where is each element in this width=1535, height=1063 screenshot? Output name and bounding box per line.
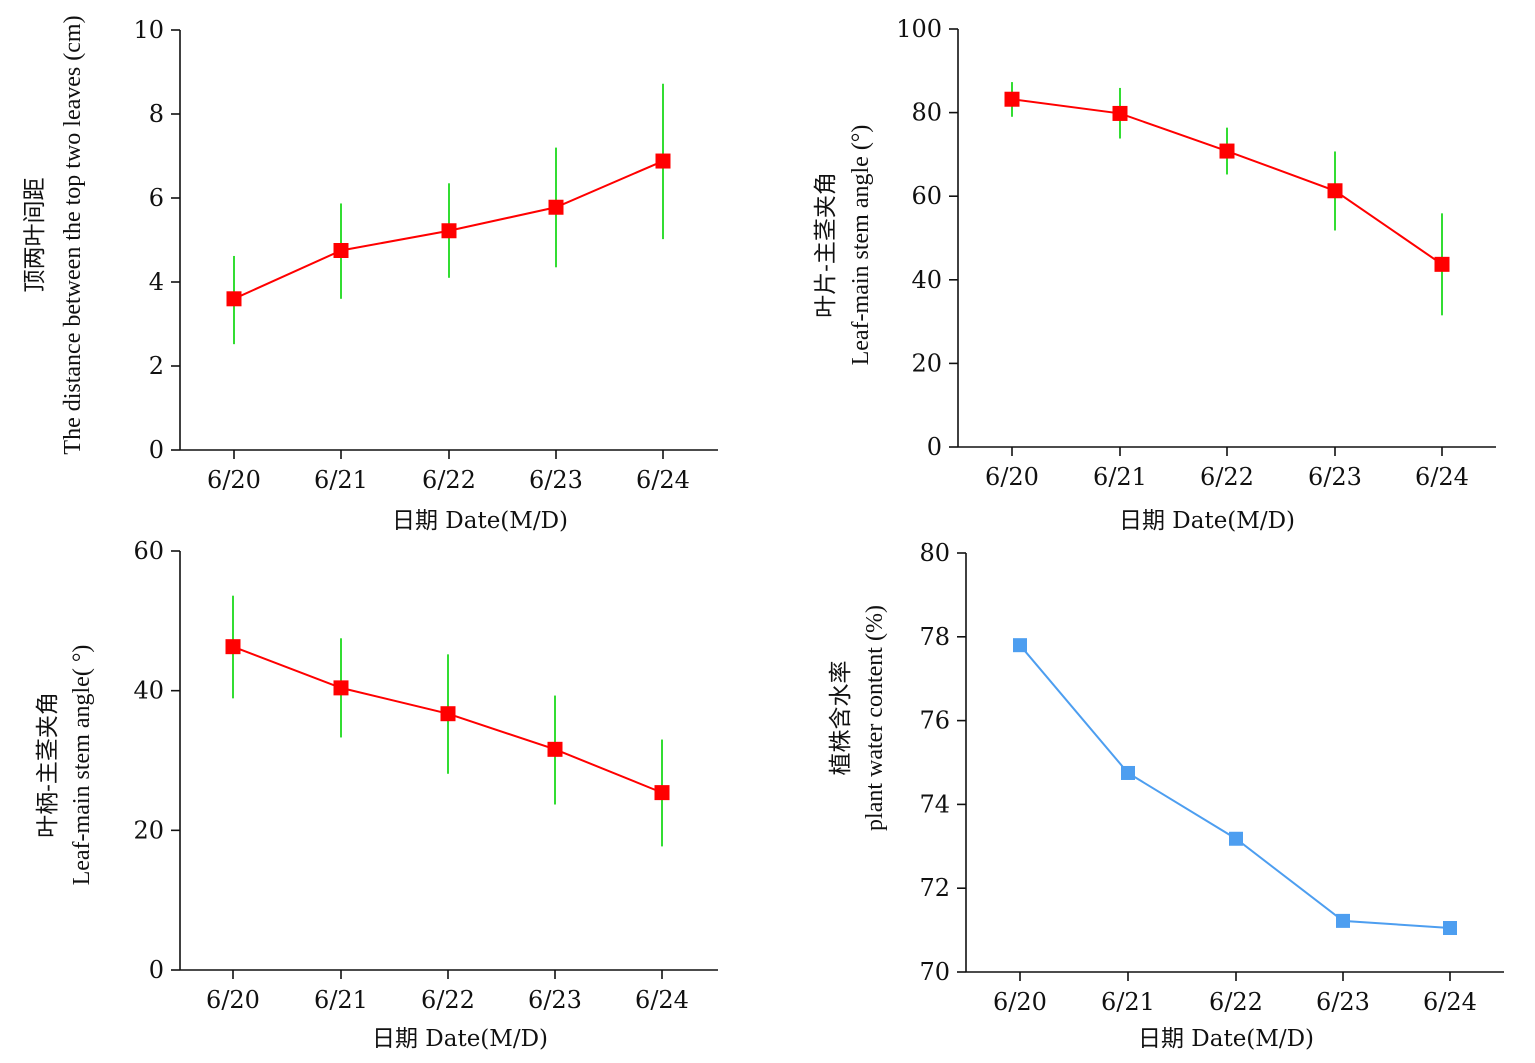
data-point xyxy=(654,785,670,801)
x-tick-label: 6/20 xyxy=(993,988,1047,1016)
chart-panel-2: 0 20 40 60 80 100 6/20 6/21 6/22 6/23 6/24 日期 Date(… xyxy=(813,15,1496,534)
data-point xyxy=(1336,913,1350,928)
y-tick-label: 20 xyxy=(911,349,942,377)
y-tick-label: 40 xyxy=(133,677,164,705)
y-tick-label: 20 xyxy=(133,816,164,844)
data-point xyxy=(655,153,671,169)
x-tick-label: 6/22 xyxy=(422,466,476,494)
x-tick-label: 6/24 xyxy=(1423,988,1477,1016)
data-point xyxy=(1013,638,1027,653)
y-tick-label: 0 xyxy=(149,436,164,464)
y-tick-label: 76 xyxy=(919,707,950,735)
y-tick-label: 80 xyxy=(911,99,942,127)
x-tick-label: 6/20 xyxy=(985,463,1039,491)
x-tick-label: 6/23 xyxy=(1316,988,1370,1016)
series xyxy=(226,83,671,345)
x-axis-title: 日期 Date(M/D) xyxy=(1119,508,1295,534)
y-axis-title-line: Leaf-main stem angle (°) xyxy=(848,125,874,366)
data-point xyxy=(1112,105,1128,121)
y-tick-label: 70 xyxy=(919,958,950,986)
data-point xyxy=(1004,91,1020,107)
data-point xyxy=(1434,256,1450,272)
data-point xyxy=(1219,143,1235,159)
y-tick-label: 0 xyxy=(149,956,164,984)
x-tick-label: 6/22 xyxy=(1200,463,1254,491)
chart-panel-3: 0 20 40 60 6/20 6/21 6/22 6/23 6/24 日期 Date(M/D) 叶… xyxy=(35,537,718,1052)
data-point xyxy=(1121,765,1135,780)
series xyxy=(225,595,670,847)
x-tick-label: 6/23 xyxy=(528,986,582,1014)
series xyxy=(1004,82,1450,316)
y-tick-label: 40 xyxy=(911,266,942,294)
y-tick-label: 4 xyxy=(149,268,164,296)
data-point xyxy=(1327,183,1343,199)
x-tick-label: 6/23 xyxy=(529,466,583,494)
x-tick-label: 6/21 xyxy=(314,466,368,494)
x-tick-label: 6/22 xyxy=(421,986,475,1014)
y-tick-label: 8 xyxy=(149,100,164,128)
chart-panel-1: 0 2 4 6 8 10 6/20 6/21 6/22 6/23 6/24 日期 Date(M/D) 顶… xyxy=(22,15,718,534)
y-tick-label: 0 xyxy=(927,433,942,461)
y-tick-label: 78 xyxy=(919,623,950,651)
y-tick-label: 10 xyxy=(133,16,164,44)
y-tick-label: 100 xyxy=(896,15,942,43)
y-axis-title-line: The distance between the top two leaves … xyxy=(60,15,86,454)
y-tick-label: 6 xyxy=(149,184,164,212)
y-axis-title-line: 叶柄-主茎夹角 xyxy=(35,692,61,838)
data-point xyxy=(333,243,349,258)
y-tick-label: 60 xyxy=(133,537,164,565)
x-tick-label: 6/24 xyxy=(1415,463,1469,491)
y-axis-title-line: Leaf-main stem angle( °) xyxy=(69,645,95,886)
data-point xyxy=(225,639,241,655)
data-point xyxy=(440,706,456,722)
series-line xyxy=(1011,98,1443,266)
data-point xyxy=(548,199,564,215)
x-tick-label: 6/24 xyxy=(635,986,689,1014)
data-point xyxy=(441,223,457,239)
data-point xyxy=(1443,921,1457,936)
x-axis-title: 日期 Date(M/D) xyxy=(1138,1026,1314,1052)
y-axis-title-line: 顶两叶间距 xyxy=(22,178,48,293)
x-axis-title: 日期 Date(M/D) xyxy=(392,508,568,534)
y-axis-title-line: 植株含水率 xyxy=(828,661,854,776)
x-tick-label: 6/20 xyxy=(206,986,260,1014)
y-tick-label: 80 xyxy=(919,539,950,567)
series-line xyxy=(1019,644,1451,930)
y-axis-title-line: plant water content (%) xyxy=(862,605,888,831)
y-tick-label: 2 xyxy=(149,352,164,380)
series xyxy=(1013,638,1457,936)
data-point xyxy=(1229,831,1243,846)
y-tick-label: 74 xyxy=(919,790,950,818)
x-tick-label: 6/24 xyxy=(636,466,690,494)
data-point xyxy=(547,741,563,757)
x-tick-label: 6/23 xyxy=(1308,463,1362,491)
x-tick-label: 6/21 xyxy=(1101,988,1155,1016)
x-tick-label: 6/20 xyxy=(207,466,261,494)
data-point xyxy=(226,291,242,307)
y-tick-label: 72 xyxy=(919,874,950,902)
y-axis-title-line: 叶片-主茎夹角 xyxy=(813,172,839,318)
chart-panel-4: 70 72 74 76 78 80 6/20 6/21 6/22 6/23 6/24 日期 Date(… xyxy=(828,539,1504,1052)
data-point xyxy=(333,680,349,696)
x-tick-label: 6/21 xyxy=(1093,463,1147,491)
x-tick-label: 6/21 xyxy=(314,986,368,1014)
x-tick-label: 6/22 xyxy=(1209,988,1263,1016)
y-tick-label: 60 xyxy=(911,182,942,210)
x-axis-title: 日期 Date(M/D) xyxy=(372,1026,548,1052)
